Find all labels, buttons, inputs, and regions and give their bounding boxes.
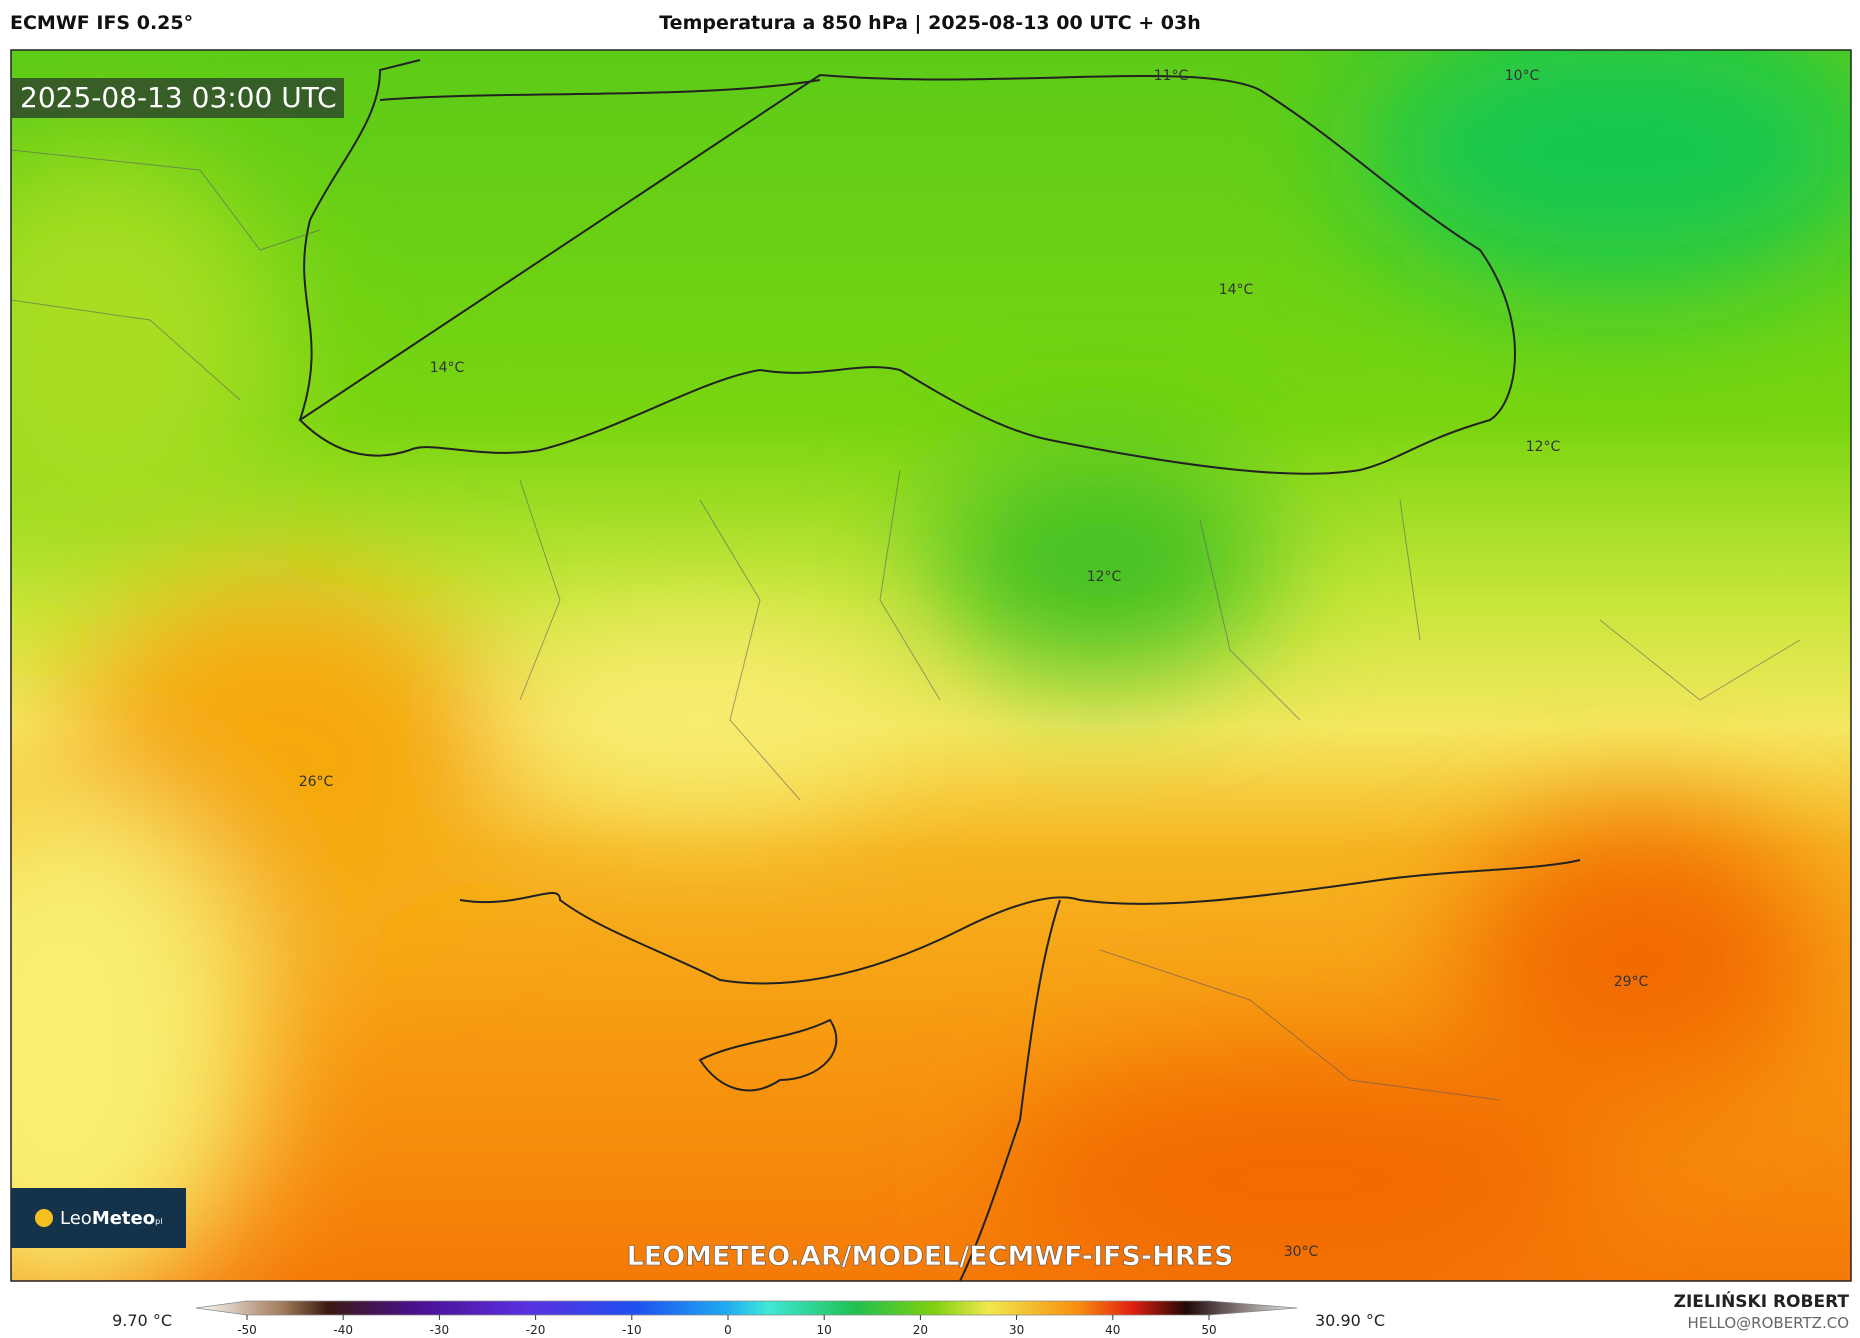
colorbar-tick-label: 40 (1105, 1323, 1120, 1337)
contour-label: 26°C (299, 774, 334, 790)
colorbar-tick-label: 20 (913, 1323, 928, 1337)
colorbar-max: 30.90 °C (1315, 1311, 1385, 1330)
colorbar-tick-label: 10 (817, 1323, 832, 1337)
colorbar-tick-label: 50 (1201, 1323, 1216, 1337)
map-frame (10, 49, 1852, 1282)
colorbar-tick-label: -50 (237, 1323, 257, 1337)
model-name: ECMWF IFS 0.25° (10, 12, 194, 34)
colorbar-tick-label: -30 (430, 1323, 450, 1337)
contour-label: 11°C (1154, 68, 1189, 84)
contour-label: 14°C (1219, 282, 1254, 298)
map-field (11, 50, 1851, 1281)
author: ZIELIŃSKI ROBERT (1674, 1290, 1850, 1312)
logo-name-a: Leo (60, 1208, 92, 1229)
logo-sun (35, 1209, 53, 1227)
contour-label: 10°C (1505, 68, 1540, 84)
colorbar-min: 9.70 °C (112, 1311, 172, 1330)
colorbar-tick-label: -40 (333, 1323, 353, 1337)
colorbar-tick-label: -10 (622, 1323, 642, 1337)
logo-suffix: pl (155, 1217, 162, 1226)
logo-name-b: Meteo (92, 1208, 155, 1229)
logo-text: LeoMeteopl (60, 1208, 162, 1229)
contour-label: 12°C (1087, 569, 1122, 585)
chart-title: Temperatura a 850 hPa | 2025-08-13 00 UT… (659, 12, 1201, 34)
timestamp-box (12, 78, 344, 118)
contour-label: 30°C (1284, 1244, 1319, 1260)
timestamp: 2025-08-13 03:00 UTC (20, 81, 337, 114)
colorbar: -50 -40 -30 -20 -10 0 10 20 30 40 50 9.70 °C 30.90… (112, 1300, 1385, 1337)
colorbar-tick-label: 0 (724, 1323, 732, 1337)
watermark: LEOMETEO.AR/MODEL/ECMWF-IFS-HRES (627, 1241, 1234, 1272)
contour-label: 12°C (1526, 439, 1561, 455)
colorbar-bar (195, 1300, 1298, 1316)
contour-label: 29°C (1614, 974, 1649, 990)
colorbar-tick-label: -20 (526, 1323, 546, 1337)
email: HELLO@ROBERTZ.CO (1687, 1314, 1849, 1332)
colorbar-tick-label: 30 (1009, 1323, 1024, 1337)
contour-label: 14°C (430, 360, 465, 376)
